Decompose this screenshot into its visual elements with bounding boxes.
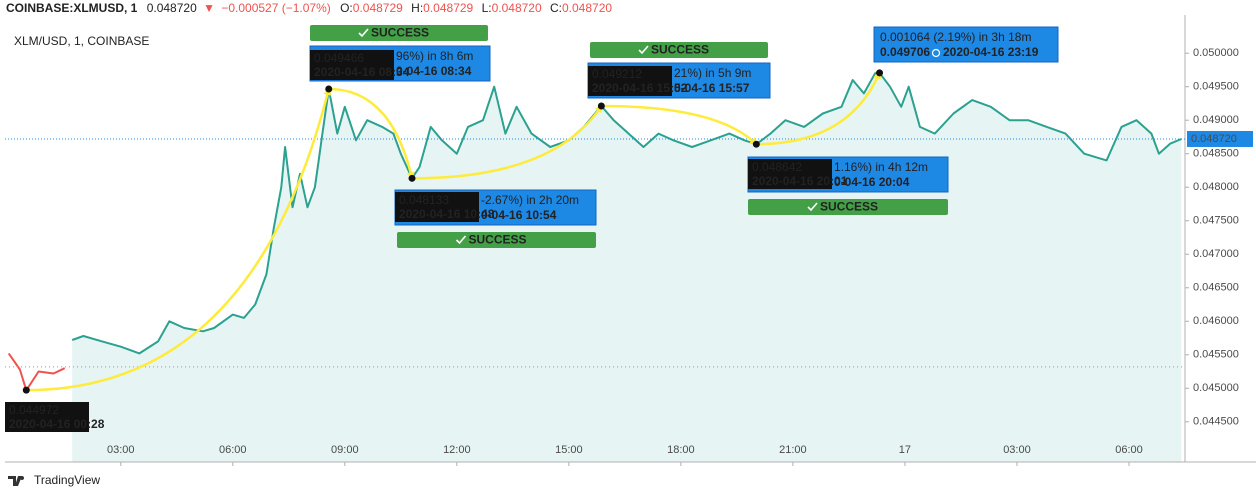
last: 0.048720 xyxy=(147,1,197,15)
move-price: 0.049706 xyxy=(880,45,930,59)
success-banner xyxy=(397,232,596,248)
y-tick-label: 0.049000 xyxy=(1193,114,1239,126)
point-time: 2020-04-16 10:48 xyxy=(399,207,495,221)
chart-title: XLM/USD, 1, COINBASE xyxy=(14,34,149,48)
success-banner xyxy=(748,199,948,215)
point-price: 0.044972 xyxy=(9,403,59,417)
x-tick-label: 03:00 xyxy=(1003,444,1031,456)
y-tick-label: 0.046500 xyxy=(1193,282,1239,294)
x-tick-label: 18:00 xyxy=(667,444,695,456)
y-tick-label: 0.048000 xyxy=(1193,181,1239,193)
move-arrow xyxy=(601,104,758,146)
point-box xyxy=(588,66,672,96)
point-time: 2020-04-16 20:01 xyxy=(752,174,848,188)
move-box xyxy=(873,26,1059,63)
change: −0.000527 (−1.07%) xyxy=(221,1,330,15)
y-tick-label: 0.046000 xyxy=(1193,315,1239,327)
move-text: -2.67%) in 2h 20m xyxy=(481,193,579,207)
point-marker xyxy=(876,69,884,77)
move-time: 0-04-16 10:54 xyxy=(481,208,557,222)
y-tick-label: 0.050000 xyxy=(1193,47,1239,59)
point-marker xyxy=(408,174,416,182)
move-arrow xyxy=(328,87,415,181)
clock-icon xyxy=(931,48,941,58)
success-label: SUCCESS xyxy=(651,43,709,57)
y-tick-label: 0.047500 xyxy=(1193,215,1239,227)
last-price-label: 0.048720 xyxy=(1191,133,1237,145)
point-time: 2020-04-16 08:34 xyxy=(314,65,410,79)
x-tick-label: 03:00 xyxy=(107,444,135,456)
last-price-box xyxy=(1187,130,1253,147)
o-value: 0.048729 xyxy=(353,1,403,15)
success-banner xyxy=(590,42,768,58)
point-box xyxy=(748,159,832,189)
move-time: 0-04-16 15:57 xyxy=(674,81,750,95)
point-marker xyxy=(22,386,30,394)
x-tick-label: 15:00 xyxy=(555,444,583,456)
l-value: 0.048720 xyxy=(492,1,542,15)
down-icon: ▼ xyxy=(203,1,215,15)
point-box xyxy=(310,50,394,80)
point-marker xyxy=(597,102,605,110)
point-time: 2020-04-16 00:28 xyxy=(9,417,105,431)
y-tick-label: 0.044500 xyxy=(1193,416,1239,428)
y-tick-label: 0.047000 xyxy=(1193,248,1239,260)
point-marker xyxy=(752,140,760,148)
move-arrow xyxy=(756,71,881,146)
c-value: 0.048720 xyxy=(562,1,612,15)
check-icon xyxy=(455,235,467,245)
y-tick-label: 0.049500 xyxy=(1193,81,1239,93)
move-arrow xyxy=(26,87,332,392)
point-time: 2020-04-16 15:52 xyxy=(592,81,688,95)
o-label: O: xyxy=(340,1,353,15)
success-label: SUCCESS xyxy=(371,26,429,40)
point-price: 0.048642 xyxy=(752,160,802,174)
x-tick-label: 17 xyxy=(899,444,911,456)
move-time: 0-04-16 20:04 xyxy=(834,175,910,189)
move-arrow xyxy=(412,104,603,180)
point-box xyxy=(5,402,89,432)
move-time: 2020-04-16 23:19 xyxy=(943,45,1039,59)
success-banner xyxy=(310,25,488,41)
move-text: 1.16%) in 4h 12m xyxy=(834,160,928,174)
move-text: 96%) in 8h 6m xyxy=(396,49,473,63)
x-tick-label: 21:00 xyxy=(779,444,807,456)
move-text: 0.001064 (2.19%) in 3h 18m xyxy=(880,30,1031,44)
point-marker xyxy=(325,85,333,93)
check-icon xyxy=(807,202,818,212)
point-price: 0.049212 xyxy=(592,67,642,81)
check-icon xyxy=(358,28,369,38)
success-label: SUCCESS xyxy=(820,200,878,214)
x-tick-label: 06:00 xyxy=(219,444,247,456)
h-label: H: xyxy=(411,1,423,15)
price-line xyxy=(71,71,1182,355)
x-tick-label: 09:00 xyxy=(331,444,359,456)
move-time: 0-04-16 08:34 xyxy=(396,64,472,78)
tradingview-logo xyxy=(8,476,25,486)
x-tick-label: 12:00 xyxy=(443,444,471,456)
point-price: 0.048133 xyxy=(399,193,449,207)
point-price: 0.049466 xyxy=(314,51,364,65)
x-tick-label: 06:00 xyxy=(1115,444,1143,456)
y-tick-label: 0.045000 xyxy=(1193,382,1239,394)
check-icon xyxy=(638,45,649,55)
footer-brand: TradingView xyxy=(34,473,100,487)
move-text: 21%) in 5h 9m xyxy=(674,66,751,80)
l-label: L: xyxy=(482,1,492,15)
c-label: C: xyxy=(550,1,562,15)
success-label: SUCCESS xyxy=(469,233,527,247)
y-tick-label: 0.048500 xyxy=(1193,148,1239,160)
point-box xyxy=(395,192,479,222)
price-line xyxy=(7,352,66,392)
symbol: COINBASE:XLMUSD, 1 xyxy=(6,1,138,15)
h-value: 0.048729 xyxy=(423,1,473,15)
header: COINBASE:XLMUSD, 1 0.048720 ▼ −0.000527 … xyxy=(6,1,612,15)
y-tick-label: 0.045500 xyxy=(1193,349,1239,361)
